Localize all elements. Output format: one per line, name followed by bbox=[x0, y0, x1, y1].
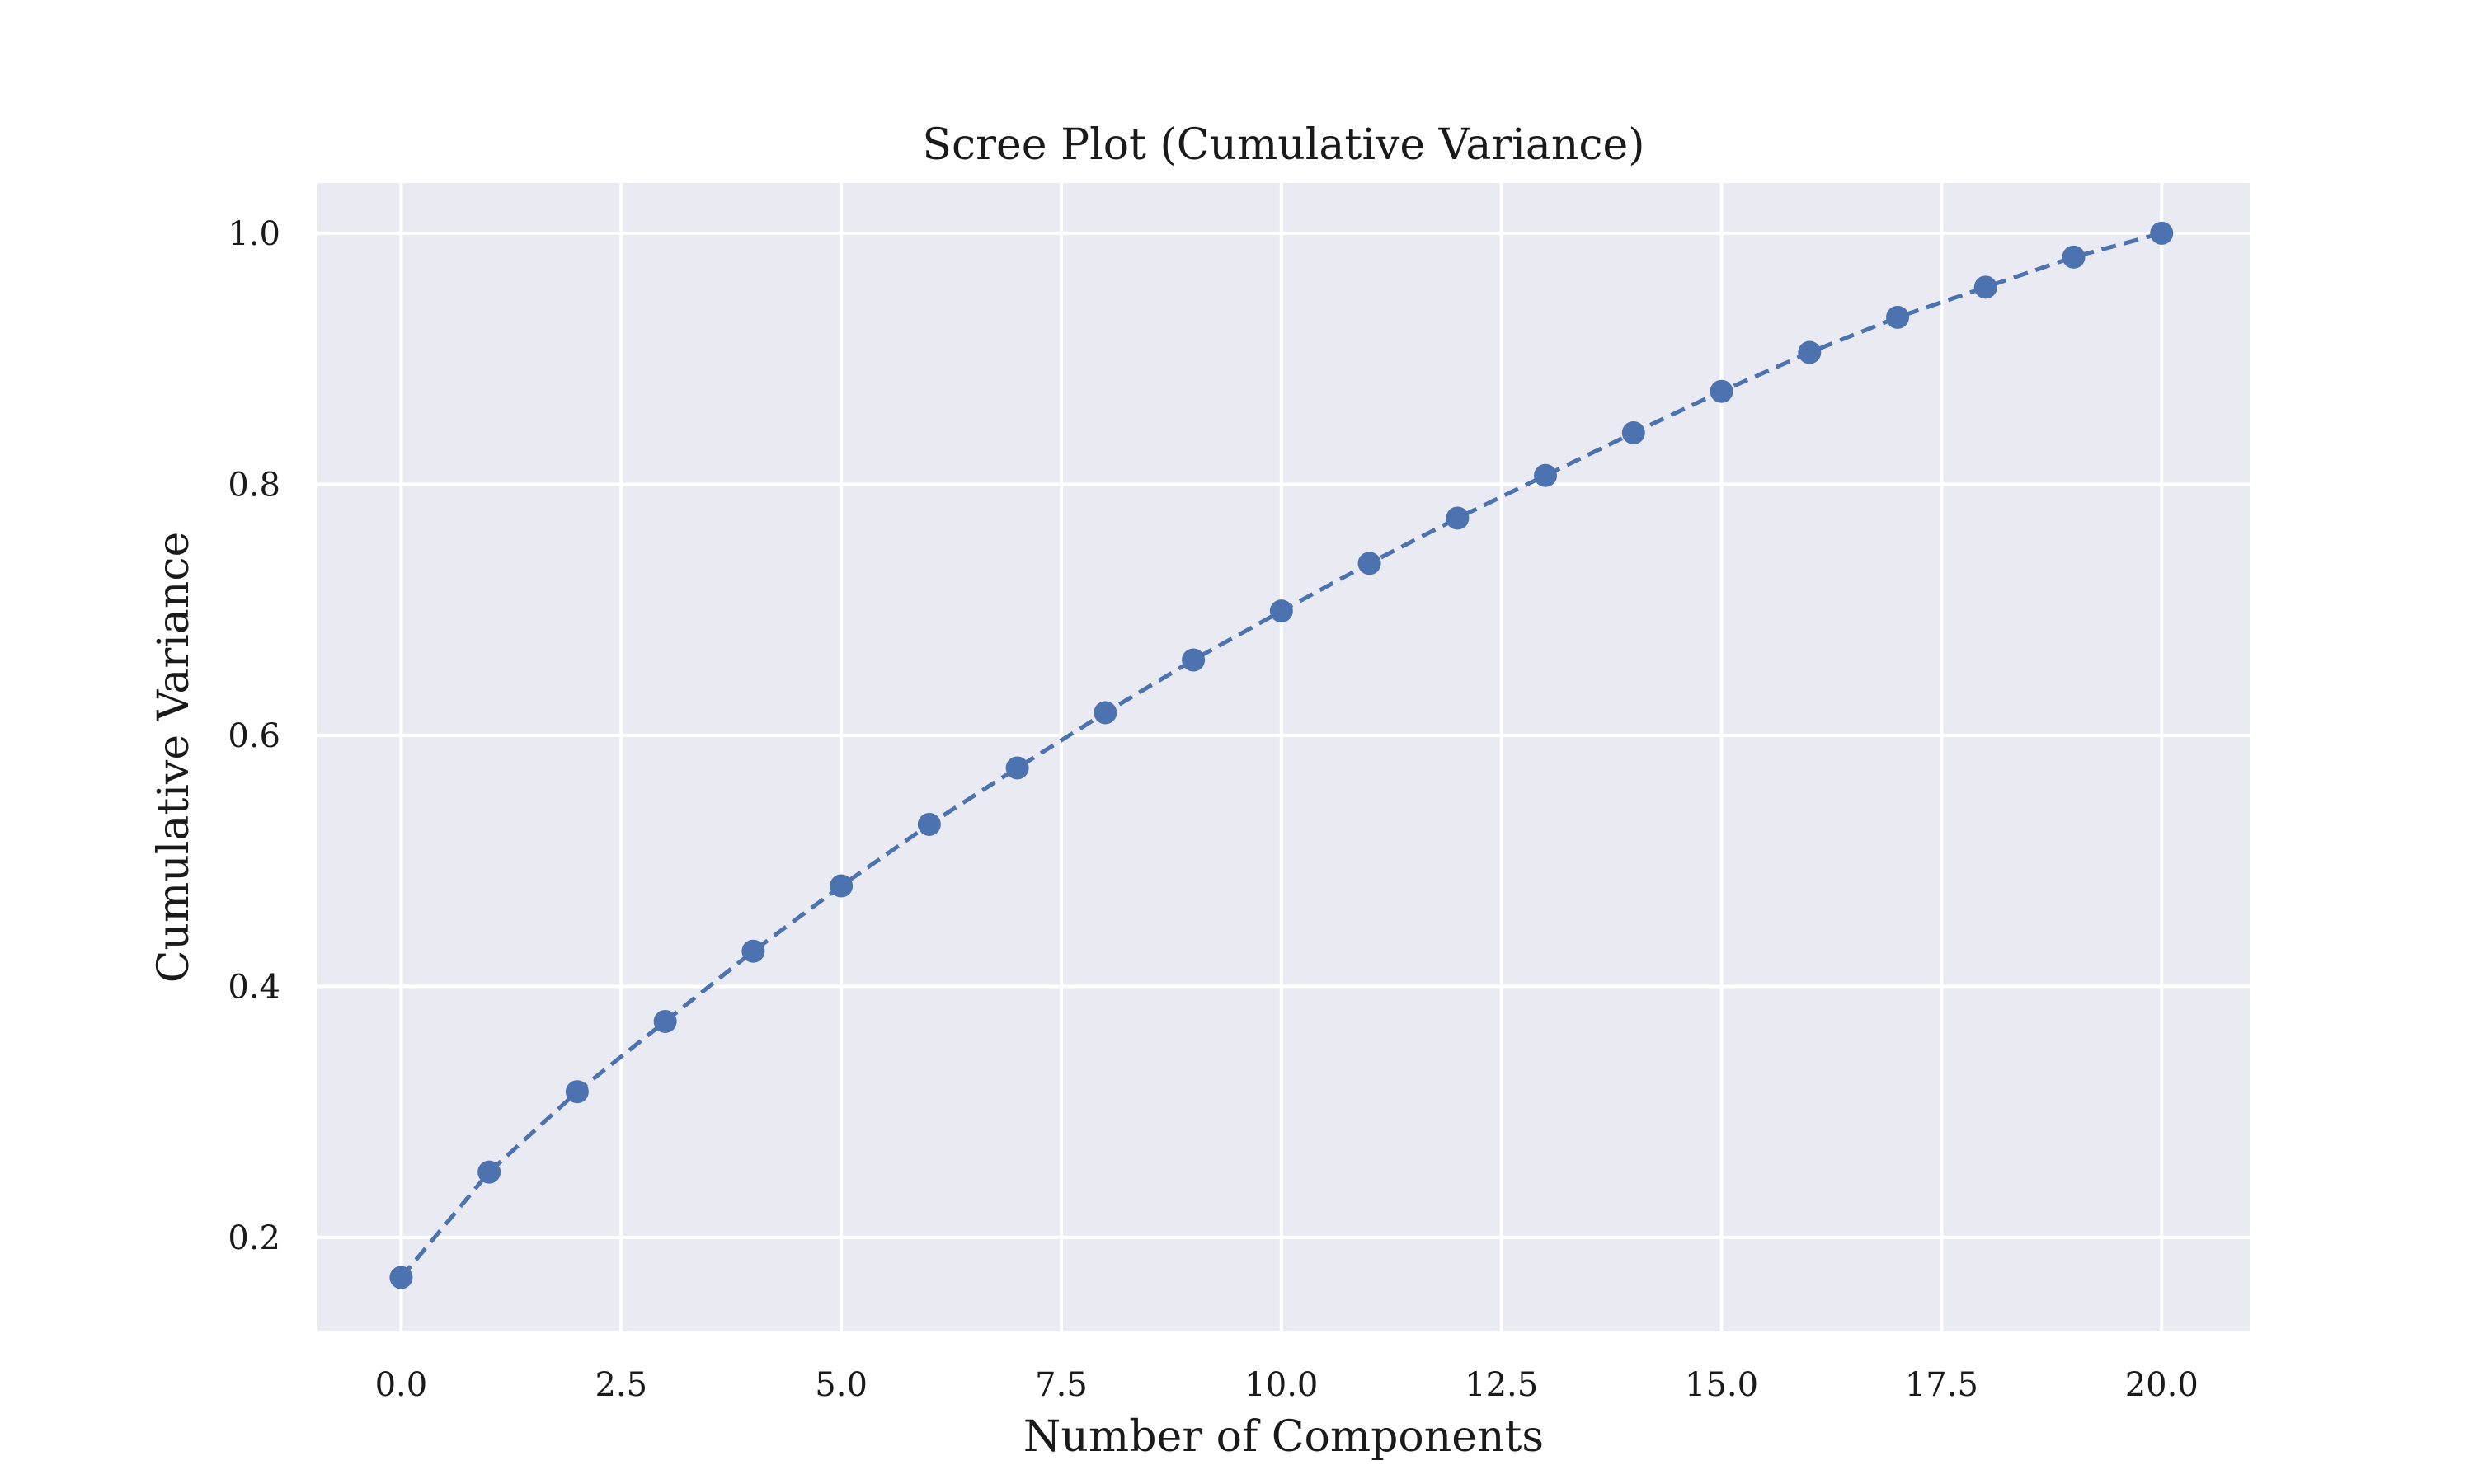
x-tick-labels: 0.0 2.5 5.0 7.5 10.0 12.5 15.0 17.5 20.0 bbox=[375, 1366, 2199, 1404]
data-point bbox=[1094, 701, 1117, 725]
y-tick-label: 0.6 bbox=[228, 717, 280, 755]
grid-lines bbox=[317, 183, 2250, 1331]
data-point bbox=[1269, 599, 1293, 623]
data-point bbox=[1973, 275, 1997, 299]
data-point-markers bbox=[389, 221, 2174, 1289]
x-tick-label: 12.5 bbox=[1465, 1366, 1538, 1404]
data-point bbox=[1798, 340, 1822, 364]
y-tick-labels: 0.2 0.4 0.6 0.8 1.0 bbox=[228, 215, 280, 1257]
chart-title: Scree Plot (Cumulative Variance) bbox=[922, 120, 1644, 170]
y-tick-label: 0.8 bbox=[228, 466, 280, 504]
y-tick-label: 0.4 bbox=[228, 968, 280, 1006]
x-tick-label: 17.5 bbox=[1905, 1366, 1978, 1404]
data-point bbox=[389, 1266, 413, 1289]
data-point bbox=[741, 939, 765, 963]
x-tick-label: 10.0 bbox=[1244, 1366, 1318, 1404]
data-point bbox=[1446, 506, 1470, 530]
data-point bbox=[917, 812, 941, 836]
x-axis-label: Number of Components bbox=[1023, 1412, 1544, 1462]
y-axis-label: Cumulative Variance bbox=[149, 532, 199, 984]
data-point bbox=[1357, 552, 1381, 575]
data-point bbox=[1182, 648, 1206, 672]
x-tick-label: 15.0 bbox=[1685, 1366, 1758, 1404]
x-tick-label: 20.0 bbox=[2125, 1366, 2199, 1404]
data-point bbox=[653, 1009, 677, 1033]
x-tick-label: 0.0 bbox=[375, 1366, 428, 1404]
data-point bbox=[2062, 245, 2086, 269]
x-tick-label: 5.0 bbox=[815, 1366, 868, 1404]
data-point bbox=[1005, 756, 1029, 780]
y-tick-label: 0.2 bbox=[228, 1219, 280, 1257]
data-point bbox=[1534, 463, 1558, 487]
x-tick-label: 7.5 bbox=[1035, 1366, 1088, 1404]
x-tick-label: 2.5 bbox=[595, 1366, 647, 1404]
data-point bbox=[565, 1080, 589, 1104]
data-point bbox=[2150, 221, 2174, 245]
y-tick-label: 1.0 bbox=[228, 215, 280, 253]
data-point bbox=[1710, 379, 1733, 403]
data-point bbox=[1621, 420, 1645, 444]
data-point bbox=[830, 874, 854, 898]
data-point bbox=[477, 1160, 501, 1184]
data-point bbox=[1886, 305, 1910, 329]
plot-area bbox=[317, 183, 2250, 1331]
